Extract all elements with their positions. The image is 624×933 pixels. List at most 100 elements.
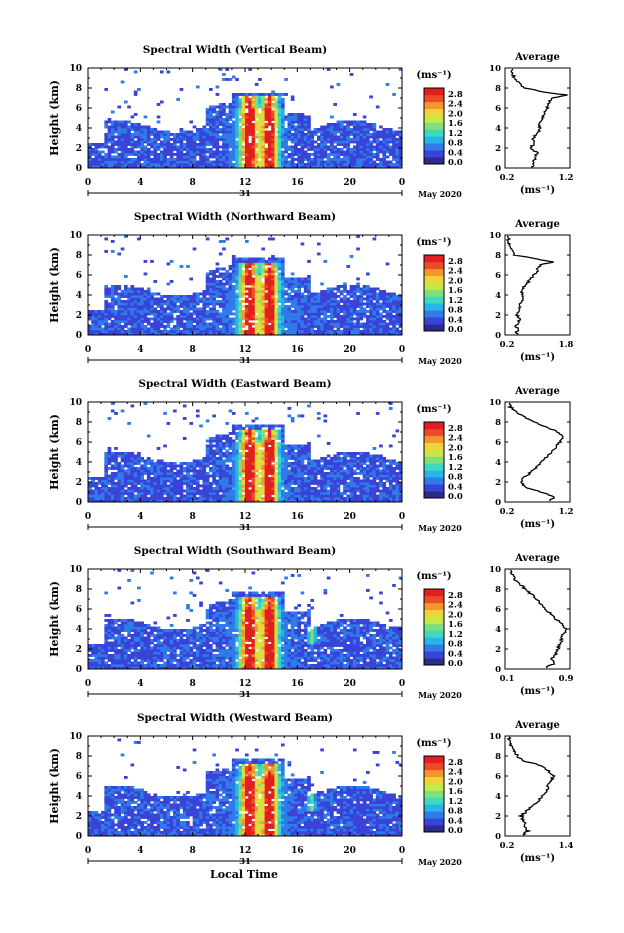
heatmap-cell <box>320 320 324 323</box>
heatmap-cell <box>232 320 236 323</box>
heatmap-cell <box>320 313 324 316</box>
heatmap-cell <box>274 283 278 286</box>
heatmap-cell <box>343 156 347 159</box>
heatmap-cell <box>255 308 259 311</box>
heatmap-cell <box>225 275 229 278</box>
heatmap-cell <box>235 300 239 303</box>
heatmap-cell <box>160 156 164 159</box>
heatmap-cell <box>108 480 112 483</box>
heatmap-cell <box>238 492 242 495</box>
heatmap-cell <box>369 158 373 161</box>
heatmap-cell <box>232 288 236 291</box>
heatmap-cell <box>324 153 328 156</box>
heatmap-cell <box>261 126 265 129</box>
heatmap-cell <box>350 158 354 161</box>
heatmap-cell <box>160 315 164 318</box>
heatmap-cell <box>134 128 138 131</box>
heatmap-cell <box>167 470 171 473</box>
heatmap-cell <box>278 153 282 156</box>
heatmap-cell <box>189 133 193 136</box>
heatmap-cell <box>167 143 171 146</box>
heatmap-cell <box>255 470 259 473</box>
heatmap-cell <box>271 258 275 261</box>
heatmap-cell <box>235 148 239 151</box>
heatmap-cell <box>242 290 246 293</box>
heatmap-cell <box>206 278 210 281</box>
heatmap-cell <box>274 146 278 149</box>
heatmap-cell <box>252 111 256 114</box>
heatmap-cell <box>199 158 203 161</box>
heatmap-cell <box>111 163 115 166</box>
heatmap-cell <box>353 325 357 328</box>
heatmap-cell <box>386 323 390 326</box>
heatmap-cell <box>310 295 314 298</box>
heatmap-cell <box>111 460 115 463</box>
heatmap-cell <box>245 487 249 490</box>
heatmap-cell <box>324 325 328 328</box>
heatmap-cell <box>225 497 229 500</box>
heatmap-cell <box>189 323 193 326</box>
heatmap-cell <box>294 121 298 124</box>
heatmap-cell <box>288 146 292 149</box>
heatmap-cell <box>108 315 112 318</box>
heatmap-cell <box>127 141 131 144</box>
heatmap-cell <box>281 310 285 313</box>
heatmap-cell <box>147 131 151 134</box>
heatmap-cell <box>225 465 229 468</box>
heatmap-cell <box>117 293 121 296</box>
heatmap-cell <box>127 305 131 308</box>
heatmap-cell <box>278 136 282 139</box>
heatmap-cell <box>147 435 151 438</box>
heatmap-cell <box>304 303 308 306</box>
heatmap-cell <box>127 288 131 291</box>
heatmap-cell <box>297 288 301 291</box>
heatmap-cell <box>278 290 282 293</box>
heatmap-cell <box>150 325 154 328</box>
heatmap-cell <box>153 131 157 134</box>
heatmap-cell <box>127 452 131 455</box>
heatmap-cell <box>382 300 386 303</box>
heatmap-cell <box>163 131 167 134</box>
heatmap-cell <box>196 295 200 298</box>
heatmap-cell <box>160 161 164 164</box>
heatmap-cell <box>134 475 138 478</box>
heatmap-cell <box>131 123 135 126</box>
heatmap-cell <box>212 470 216 473</box>
heatmap-cell <box>206 487 210 490</box>
heatmap-cell <box>363 161 367 164</box>
colorbar-segment <box>424 150 444 157</box>
heatmap-cell <box>376 305 380 308</box>
heatmap-cell <box>255 475 259 478</box>
heatmap-cell <box>265 133 269 136</box>
heatmap-cell <box>363 323 367 326</box>
heatmap-cell <box>176 315 180 318</box>
heatmap-cell <box>304 323 308 326</box>
heatmap-cell <box>310 133 314 136</box>
heatmap-cell <box>271 161 275 164</box>
y-tick-label: 10 <box>69 64 82 74</box>
heatmap-cell <box>235 487 239 490</box>
heatmap-cell <box>252 293 256 296</box>
heatmap-cell <box>160 151 164 154</box>
heatmap-cell <box>304 328 308 331</box>
heatmap-cell <box>127 422 131 425</box>
heatmap-cell <box>225 128 229 131</box>
heatmap-cell <box>219 268 223 271</box>
heatmap-cell <box>261 318 265 321</box>
heatmap-cell <box>222 495 226 498</box>
heatmap-cell <box>157 475 161 478</box>
heatmap-cell <box>278 305 282 308</box>
heatmap-cell <box>248 440 252 443</box>
heatmap-cell <box>301 131 305 134</box>
heatmap-cell <box>117 295 121 298</box>
heatmap-cell <box>340 308 344 311</box>
heatmap-cell <box>124 285 128 288</box>
heatmap-cell <box>261 143 265 146</box>
heatmap-cell <box>238 440 242 443</box>
heatmap-cell <box>268 318 272 321</box>
heatmap-cell <box>268 328 272 331</box>
heatmap-cell <box>248 263 252 266</box>
heatmap-cell <box>238 141 242 144</box>
heatmap-cell <box>117 308 121 311</box>
heatmap-cell <box>366 126 370 129</box>
